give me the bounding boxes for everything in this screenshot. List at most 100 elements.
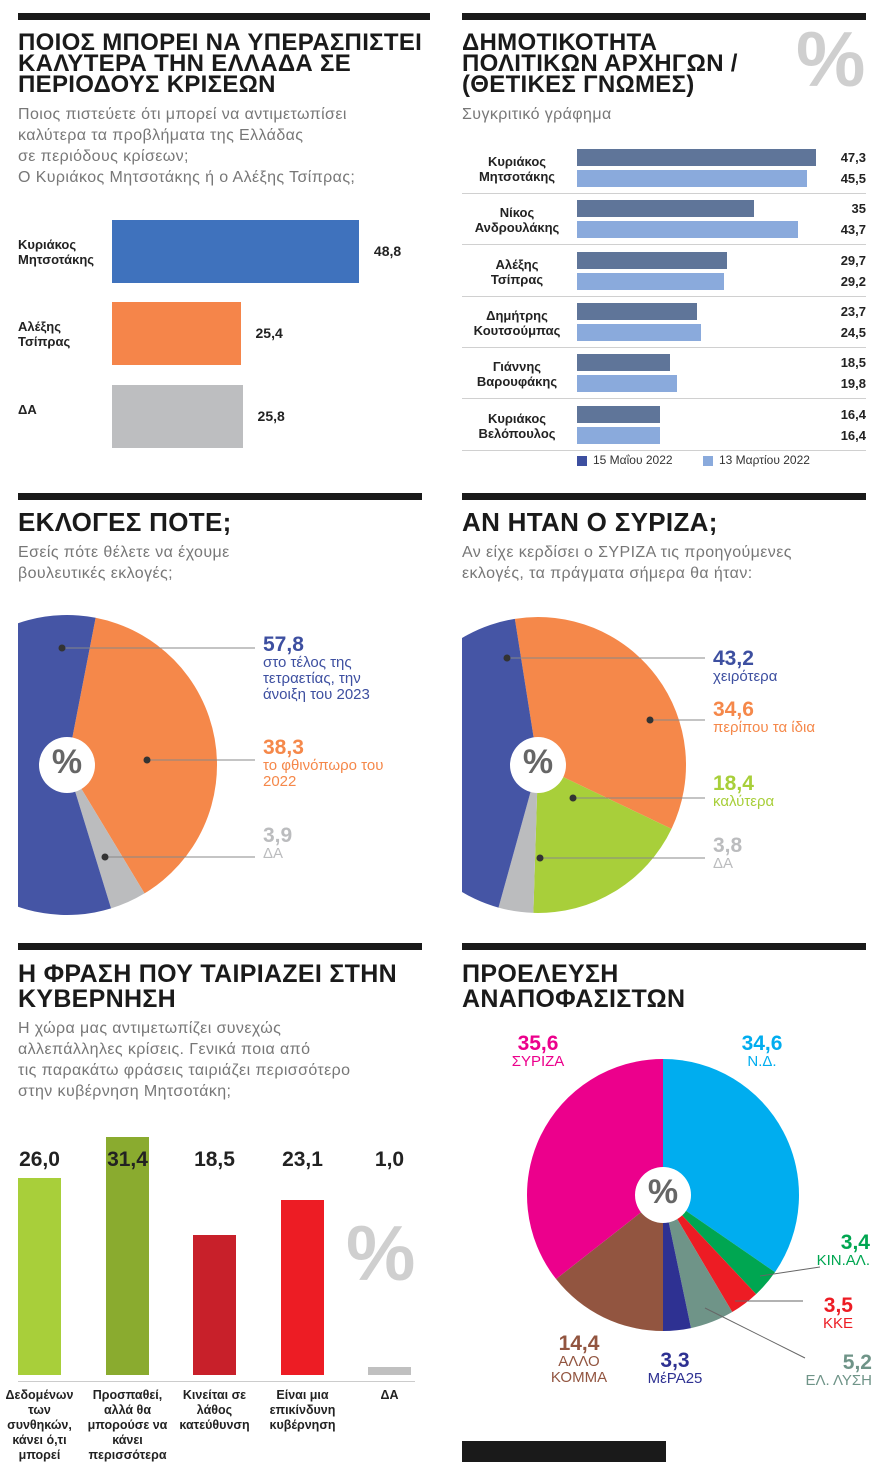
slice-text: ΚΚΕ xyxy=(822,1315,853,1332)
category-label: Κυριάκος Μητσοτάκης xyxy=(478,154,556,184)
data-label: 25,8 xyxy=(257,408,285,424)
category-label: Δημήτρης Κουτσούμπας xyxy=(473,307,561,338)
data-label: 18,5 xyxy=(194,1148,235,1171)
leader-dot xyxy=(503,654,511,662)
slice-value: 34,6 xyxy=(741,1032,783,1055)
slice-label: 43,2 χειρότερα xyxy=(713,648,843,685)
slice-label: 18,4 καλύτερα xyxy=(713,773,843,810)
data-label: 23,1 xyxy=(282,1148,323,1171)
bar xyxy=(577,426,660,444)
pie-slice xyxy=(556,1195,663,1331)
slice-label: 35,6 ΣΥΡΙΖΑ xyxy=(508,1033,568,1070)
percent-watermark: % xyxy=(346,1209,416,1297)
row-divider xyxy=(462,244,866,246)
section-rule xyxy=(18,13,430,20)
bar xyxy=(368,1367,411,1375)
popularity-subtitle: Συγκριτικό γράφημα xyxy=(462,106,612,123)
category-label: Νίκος Ανδρουλάκης xyxy=(474,205,560,236)
slice-value: 3,9 xyxy=(263,824,293,847)
subtitle-line: Η χώρα μας αντιμετωπίζει συνεχώς xyxy=(18,1020,282,1037)
pie-slice xyxy=(498,765,538,913)
pie-slice xyxy=(663,1195,776,1295)
leader-dot xyxy=(58,644,66,652)
footer-bar xyxy=(462,1441,666,1462)
pie-slice xyxy=(533,765,672,913)
bar xyxy=(577,354,671,372)
category-label: Είναι μια επικίνδυνη κυβέρνηση xyxy=(269,1388,336,1432)
slice-label: 14,4 ΑΛΛΟ ΚΟΜΜΑ xyxy=(540,1333,618,1386)
pie-slice xyxy=(462,618,538,908)
pie-slice xyxy=(663,1195,757,1313)
slice-text: στο τέλος της τετραετίας, την άνοιξη του… xyxy=(263,654,370,703)
data-label: 25,4 xyxy=(255,325,283,341)
slice-label: 3,9 ΔΑ xyxy=(263,825,393,862)
leader-dot xyxy=(536,854,544,862)
pie-slice xyxy=(67,617,218,894)
syriza-subtitle: Αν είχε κερδίσει ο ΣΥΡΙΖΑ τις προηγούμεν… xyxy=(462,542,792,584)
section-rule xyxy=(18,943,422,950)
baseline xyxy=(18,1381,415,1382)
slice-label: 3,8 ΔΑ xyxy=(713,835,843,872)
data-label: 1,0 xyxy=(374,1148,405,1171)
row-divider xyxy=(462,346,866,348)
slice-text: περίπου τα ίδια xyxy=(713,719,815,736)
center-circle xyxy=(510,737,566,793)
legend-swatch xyxy=(703,456,713,466)
section-rule xyxy=(462,493,866,500)
legend-swatch xyxy=(577,456,587,466)
slice-label: 34,6 περίπου τα ίδια xyxy=(713,699,843,736)
data-label: 48,8 xyxy=(373,243,402,259)
leader-dot xyxy=(143,756,151,764)
slice-label: 3,3 ΜέΡΑ25 xyxy=(640,1350,710,1387)
data-label: 29,2 xyxy=(840,273,866,289)
bar xyxy=(577,221,798,239)
percent-icon: % xyxy=(647,1173,679,1211)
bar xyxy=(577,251,727,269)
bar xyxy=(112,302,241,365)
slice-value: 14,4 xyxy=(558,1332,600,1355)
slice-label: 3,5 ΚΚΕ xyxy=(790,1295,853,1332)
slice-value: 3,5 xyxy=(823,1294,853,1317)
slice-label: 5,2 ΕΛ. ΛΥΣΗ xyxy=(790,1352,872,1389)
bar xyxy=(112,220,359,283)
center-circle xyxy=(635,1167,691,1223)
section-rule xyxy=(462,13,866,20)
slice-value: 34,6 xyxy=(713,698,754,721)
data-label: 26,0 xyxy=(19,1148,60,1171)
data-label: 16,4 xyxy=(840,427,866,443)
bar xyxy=(577,170,807,187)
bar xyxy=(577,375,677,393)
bar xyxy=(577,149,816,166)
row-divider xyxy=(462,295,866,297)
slice-value: 3,4 xyxy=(840,1231,870,1254)
pie-slice xyxy=(526,1059,663,1280)
slice-value: 18,4 xyxy=(713,772,754,795)
slice-text: το φθινόπωρο του 2022 xyxy=(263,757,384,790)
leader-line xyxy=(704,1307,806,1359)
subtitle-line: σε περιόδους κρίσεων; xyxy=(18,148,189,165)
data-label: 45,5 xyxy=(840,171,866,186)
slice-value: 43,2 xyxy=(713,647,754,670)
subtitle-line: εκλογές, τα πράγματα σήμερα θα ήταν: xyxy=(462,565,753,582)
subtitle-line: τις παρακάτω φράσεις ταιριάζει περισσότε… xyxy=(18,1062,351,1079)
category-label: Γιάννης Βαρουφάκης xyxy=(476,359,558,390)
leader-line xyxy=(759,1266,821,1277)
data-label: 29,7 xyxy=(840,252,866,268)
slice-text: ΑΛΛΟ ΚΟΜΜΑ xyxy=(550,1353,608,1386)
row-divider xyxy=(462,398,866,400)
bar xyxy=(193,1234,236,1375)
row-divider xyxy=(462,449,866,451)
subtitle-line: βουλευτικές εκλογές; xyxy=(18,565,173,582)
slice-value: 35,6 xyxy=(517,1032,559,1055)
bar xyxy=(577,200,754,218)
phrase-title: Η ΦΡΑΣΗ ΠΟΥ ΤΑΙΡΙΑΖΕΙ ΣΤΗΝ ΚΥΒΕΡΝΗΣΗ xyxy=(18,960,397,1013)
data-label: 47,3 xyxy=(840,150,866,165)
center-circle xyxy=(39,737,95,793)
data-label: 43,7 xyxy=(840,222,866,238)
pie-slice xyxy=(514,617,686,829)
data-label: 31,4 xyxy=(107,1148,148,1171)
bar xyxy=(577,272,725,290)
bar xyxy=(577,405,660,423)
subtitle-line: Ο Κυριάκος Μητσοτάκης ή ο Αλέξης Τσίπρας… xyxy=(18,169,356,186)
